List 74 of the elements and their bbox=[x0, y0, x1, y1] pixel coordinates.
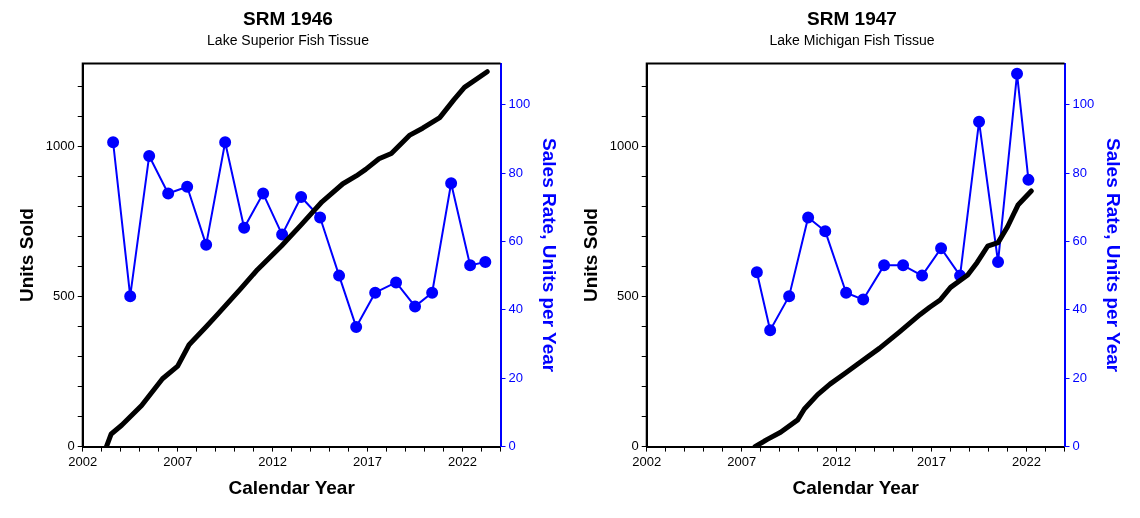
point bbox=[750, 266, 763, 279]
x-tick-label: 2002 bbox=[68, 453, 98, 469]
point bbox=[200, 238, 213, 251]
chart-title: SRM 1946 bbox=[243, 7, 333, 29]
point bbox=[935, 242, 948, 255]
x-tick-label: 2022 bbox=[1012, 453, 1041, 469]
point bbox=[295, 190, 308, 203]
x-tick-label: 2012 bbox=[258, 453, 288, 469]
point bbox=[783, 290, 796, 303]
y2-tick-label: 80 bbox=[508, 164, 523, 180]
y2-tick-label: 100 bbox=[508, 96, 531, 112]
point bbox=[314, 211, 327, 224]
y2-tick-label: 80 bbox=[1072, 164, 1087, 180]
x-tick-label: 2002 bbox=[632, 453, 662, 469]
y2-tick-label: 0 bbox=[508, 438, 516, 454]
point bbox=[840, 286, 853, 299]
point bbox=[992, 255, 1005, 268]
point bbox=[764, 324, 777, 337]
point bbox=[350, 320, 363, 333]
y-tick-label: 0 bbox=[631, 438, 639, 454]
x-tick-label: 2017 bbox=[917, 453, 947, 469]
x-tick-label: 2007 bbox=[163, 453, 193, 469]
x-tick-label: 2022 bbox=[448, 453, 477, 469]
y2-tick-label: 60 bbox=[508, 233, 523, 248]
point bbox=[162, 187, 175, 200]
point bbox=[219, 136, 232, 149]
point bbox=[124, 290, 137, 303]
y2-tick-label: 20 bbox=[508, 369, 523, 385]
point bbox=[276, 228, 289, 241]
y-tick-label: 500 bbox=[53, 287, 75, 303]
y-tick-label: 0 bbox=[67, 438, 75, 454]
point bbox=[802, 211, 815, 224]
point bbox=[143, 149, 156, 162]
point bbox=[409, 300, 422, 313]
point bbox=[181, 180, 194, 193]
chart-title: SRM 1947 bbox=[807, 7, 897, 29]
y-axis-title: Units Sold bbox=[579, 208, 601, 303]
point bbox=[916, 269, 929, 282]
y2-tick-label: 40 bbox=[508, 301, 523, 317]
x-tick-label: 2007 bbox=[727, 453, 757, 469]
x-axis-title: Calendar Year bbox=[792, 476, 920, 498]
point bbox=[1011, 67, 1024, 80]
y-axis-title: Units Sold bbox=[15, 208, 37, 303]
point bbox=[390, 276, 403, 289]
point bbox=[897, 259, 910, 272]
y2-tick-label: 40 bbox=[1072, 301, 1087, 317]
point bbox=[819, 225, 832, 238]
point bbox=[857, 293, 870, 306]
point bbox=[369, 286, 382, 299]
y-tick-label: 1000 bbox=[45, 137, 75, 153]
y2-axis-title: Sales Rate, Units per Year bbox=[1103, 138, 1125, 373]
chart-subtitle: Lake Michigan Fish Tissue bbox=[769, 32, 935, 49]
x-tick-label: 2017 bbox=[353, 453, 383, 469]
x-axis-title: Calendar Year bbox=[228, 476, 356, 498]
y-tick-label: 1000 bbox=[609, 137, 639, 153]
point bbox=[1022, 173, 1035, 186]
y-tick-label: 500 bbox=[617, 287, 639, 303]
x-tick-label: 2012 bbox=[822, 453, 852, 469]
point bbox=[878, 259, 891, 272]
y2-axis-title: Sales Rate, Units per Year bbox=[539, 138, 561, 373]
point bbox=[479, 255, 492, 268]
point bbox=[238, 221, 251, 234]
point bbox=[973, 115, 986, 128]
y2-tick-label: 20 bbox=[1072, 369, 1087, 385]
chart-subtitle: Lake Superior Fish Tissue bbox=[207, 32, 370, 49]
point bbox=[333, 269, 346, 282]
y2-tick-label: 60 bbox=[1072, 233, 1087, 248]
point bbox=[257, 187, 270, 200]
point bbox=[464, 259, 477, 272]
y2-tick-label: 100 bbox=[1072, 96, 1095, 112]
point bbox=[445, 177, 458, 190]
point bbox=[107, 136, 120, 149]
point bbox=[426, 286, 439, 299]
y2-tick-label: 0 bbox=[1072, 438, 1080, 454]
